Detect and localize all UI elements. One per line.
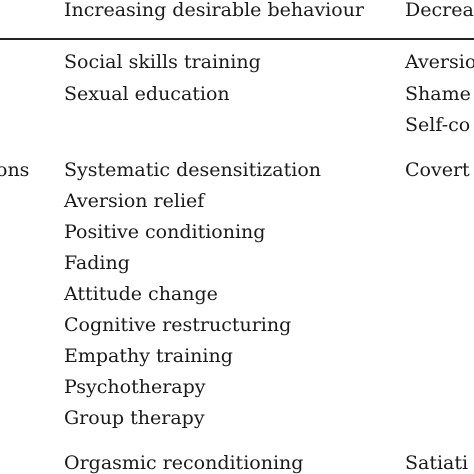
row-label: ons — [0, 159, 30, 181]
list-item: Aversio — [405, 51, 474, 73]
list-item: Orgasmic reconditioning — [64, 452, 304, 474]
list-item: Systematic desensitization — [64, 159, 322, 181]
column-header-increasing: Increasing desirable behaviour — [64, 0, 365, 21]
list-item: Self-co — [405, 114, 471, 136]
list-item: Aversion relief — [64, 190, 205, 212]
list-item: Social skills training — [64, 51, 261, 73]
header-rule — [0, 38, 474, 40]
list-item: Cognitive restructuring — [64, 314, 292, 336]
list-item: Fading — [64, 252, 130, 274]
list-item: Empathy training — [64, 345, 233, 367]
list-item: Sexual education — [64, 83, 230, 105]
list-item: Covert — [405, 159, 470, 181]
list-item: Group therapy — [64, 407, 205, 429]
list-item: Shame — [405, 83, 471, 105]
list-item: Positive conditioning — [64, 221, 266, 243]
list-item: Attitude change — [64, 283, 218, 305]
column-header-decreasing: Decrea — [405, 0, 474, 21]
list-item: Satiati — [405, 452, 469, 474]
list-item: Psychotherapy — [64, 376, 206, 398]
